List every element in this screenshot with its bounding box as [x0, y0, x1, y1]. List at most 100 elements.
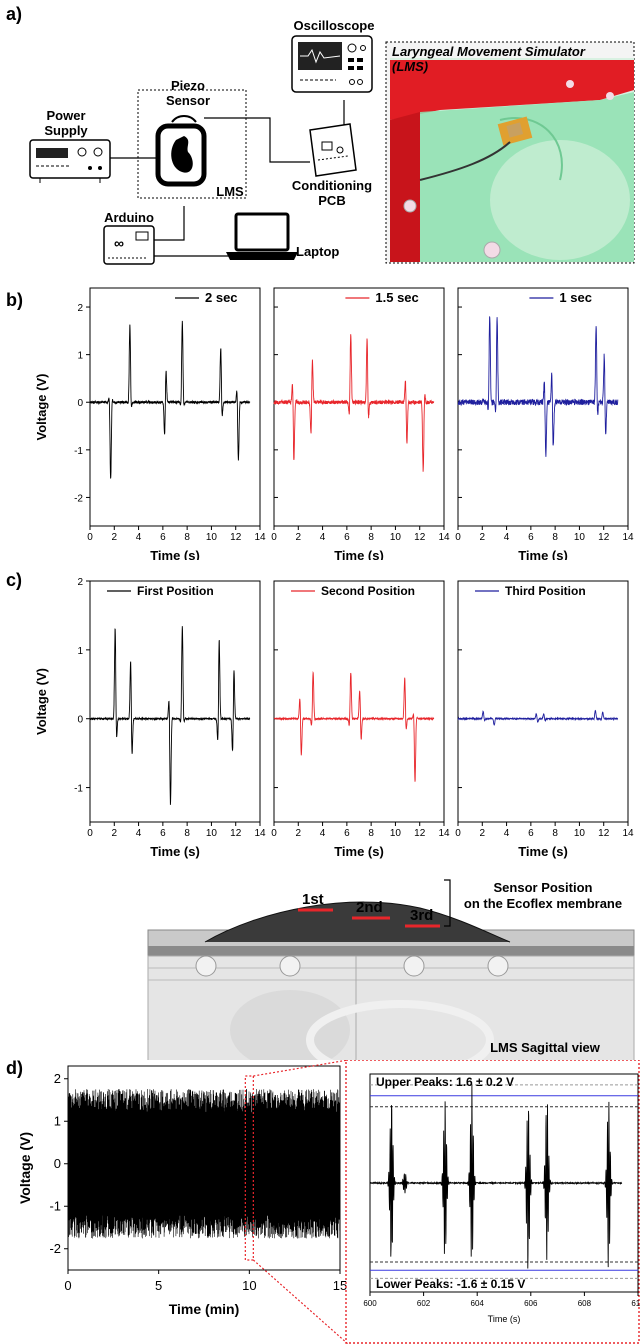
- d1-ytick-label: 1: [54, 1113, 61, 1128]
- c2-legend-label: Second Position: [321, 584, 415, 598]
- c3-xtick-label: 6: [528, 828, 534, 839]
- d1-xtick-label: 5: [155, 1278, 162, 1293]
- b3-xtick-label: 12: [598, 532, 610, 543]
- c2-xtick-label: 2: [296, 828, 302, 839]
- d1-zoom-connector-top: [253, 1060, 349, 1077]
- c1-ytick-label: -1: [74, 784, 83, 795]
- d2-xtick-label: 602: [417, 1299, 431, 1308]
- c1-xtick-label: 10: [206, 828, 218, 839]
- c2-xtick-label: 4: [320, 828, 326, 839]
- b3-xtick-label: 4: [504, 532, 510, 543]
- b1-ytick-label: -2: [74, 493, 83, 504]
- piezo-sensor-label: Piezo Sensor: [165, 78, 211, 108]
- b3-series-line: [457, 316, 619, 457]
- b2-xtick-label: 14: [438, 532, 450, 543]
- svg-text:∞: ∞: [114, 235, 124, 251]
- c1-ytick-label: 1: [77, 646, 83, 657]
- c1-y-axis-label: Voltage (V): [34, 668, 49, 735]
- c1-legend-label: First Position: [137, 584, 214, 598]
- c3-xtick-label: 2: [480, 828, 486, 839]
- b1-legend-label: 2 sec: [205, 290, 238, 305]
- arduino-icon: ∞: [103, 225, 155, 265]
- position-3-label: 3rd: [410, 907, 433, 924]
- c1-xtick-label: 6: [160, 828, 166, 839]
- arduino-label: Arduino: [104, 210, 154, 225]
- d2-xtick-label: 600: [363, 1299, 377, 1308]
- c1-xtick-label: 14: [254, 828, 266, 839]
- b2-xtick-label: 10: [390, 532, 402, 543]
- sensor-position-label: Sensor Position: [494, 880, 593, 895]
- sagittal-view-label: LMS Sagittal view: [490, 1040, 601, 1055]
- c1-x-axis-label: Time (s): [150, 844, 200, 859]
- c1-xtick-label: 12: [230, 828, 242, 839]
- simulator-title: Laryngeal Movement Simulator (LMS): [392, 44, 585, 74]
- d2-upper-peaks-label: Upper Peaks: 1.6 ± 0.2 V: [376, 1075, 514, 1089]
- position-bracket: [444, 879, 451, 927]
- setup-schematic: ∞: [29, 35, 635, 265]
- panel-b-letter: b): [6, 290, 23, 310]
- b1-ytick-label: 0: [77, 398, 83, 409]
- b1-xtick-label: 4: [136, 532, 142, 543]
- d1-x-axis-label: Time (min): [169, 1301, 240, 1317]
- c1-xtick-label: 4: [136, 828, 142, 839]
- b1-xtick-label: 0: [87, 532, 93, 543]
- d2-xtick-label: 610: [631, 1299, 640, 1308]
- d2-xtick-label: 608: [578, 1299, 592, 1308]
- c2-plot-frame: [273, 580, 445, 823]
- b1-xtick-label: 2: [112, 532, 118, 543]
- c3-legend-label: Third Position: [505, 584, 586, 598]
- c2-xtick-label: 10: [390, 828, 402, 839]
- c2-xtick-label: 12: [414, 828, 426, 839]
- panel-d-charts: 0 5 10 15 -2 -1 0 1 2 Time (min) Voltage (V) 600 602…: [17, 1060, 640, 1344]
- b1-xtick-label: 6: [160, 532, 166, 543]
- b2-x-axis-label: Time (s): [334, 548, 384, 560]
- d1-xtick-label: 10: [242, 1278, 256, 1293]
- c3-xtick-label: 4: [504, 828, 510, 839]
- power-supply-icon: [29, 139, 111, 183]
- d1-y-axis-label: Voltage (V): [17, 1132, 33, 1204]
- c3-xtick-label: 8: [552, 828, 558, 839]
- b2-xtick-label: 0: [271, 532, 277, 543]
- sagittal-view: 1st 2nd 3rd Sensor Position on the Ecofl…: [147, 879, 635, 1060]
- d2-xtick-label: 604: [471, 1299, 485, 1308]
- b2-xtick-label: 8: [368, 532, 374, 543]
- b3-xtick-label: 6: [528, 532, 534, 543]
- d1-ytick-label: -2: [49, 1241, 61, 1256]
- d2-xtick-label: 606: [524, 1299, 538, 1308]
- b2-xtick-label: 2: [296, 532, 302, 543]
- b3-legend-label: 1 sec: [559, 290, 592, 305]
- c1-xtick-label: 8: [184, 828, 190, 839]
- b3-xtick-label: 8: [552, 532, 558, 543]
- d1-ytick-label: 0: [54, 1156, 61, 1171]
- piezo-sensor-icon: [155, 115, 207, 187]
- b2-xtick-label: 4: [320, 532, 326, 543]
- b1-xtick-label: 14: [254, 532, 266, 543]
- oscilloscope-icon: [291, 35, 373, 93]
- d2-series-line: [369, 1085, 623, 1269]
- d2-x-axis-label: Time (s): [488, 1314, 521, 1324]
- laptop-icon: [226, 212, 298, 260]
- c2-x-axis-label: Time (s): [334, 844, 384, 859]
- position-1-label: 1st: [302, 891, 324, 908]
- lms-dashed-box: [137, 89, 247, 199]
- c3-xtick-label: 14: [622, 828, 634, 839]
- b3-x-axis-label: Time (s): [518, 548, 568, 560]
- c1-ytick-label: 2: [77, 577, 83, 588]
- b3-xtick-label: 0: [455, 532, 461, 543]
- c2-xtick-label: 0: [271, 828, 277, 839]
- b3-xtick-label: 2: [480, 532, 486, 543]
- panel-a-letter: a): [6, 4, 23, 24]
- b1-xtick-label: 10: [206, 532, 218, 543]
- d1-zoom-connector-bottom: [252, 1259, 349, 1344]
- d1-zoom-window: [244, 1075, 254, 1261]
- conditioning-pcb-label: Conditioning PCB: [291, 178, 373, 208]
- panel-d-letter: d): [6, 1058, 23, 1078]
- power-supply-label: Power Supply: [44, 108, 88, 138]
- d2-lower-peaks-label: Lower Peaks: -1.6 ± 0.15 V: [376, 1277, 525, 1291]
- b1-series-line: [89, 320, 251, 479]
- b3-plot-frame: [457, 287, 629, 527]
- c1-plot-frame: [89, 580, 261, 823]
- b2-series-line: [273, 334, 435, 472]
- laptop-label: Laptop: [296, 244, 340, 259]
